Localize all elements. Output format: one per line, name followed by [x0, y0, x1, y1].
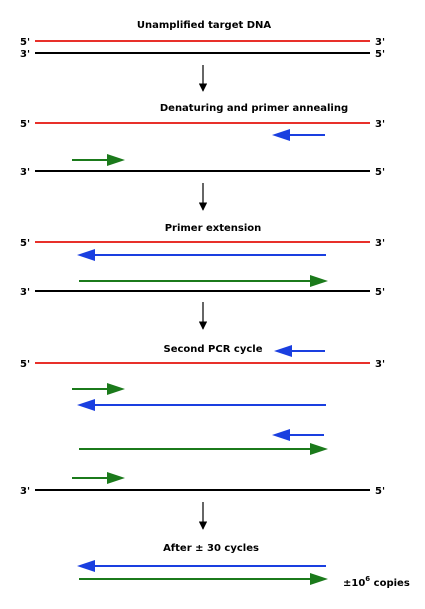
stage-second-cycle: Second PCR cycle 5' 3' 3' 5' [20, 344, 385, 497]
label-5prime: 5' [20, 359, 30, 370]
stage-title-2: Denaturing and primer annealing [160, 103, 348, 114]
forward-primer-arrowhead [107, 154, 125, 166]
stage-title-3: Primer extension [165, 223, 262, 234]
stage-after-30-cycles: After ± 30 cycles ±106 copies [77, 543, 410, 589]
label-5prime: 5' [20, 37, 30, 48]
label-3prime: 3' [20, 486, 30, 497]
label-3prime: 3' [375, 37, 385, 48]
stage-unamplified: Unamplified target DNA 5' 3' 3' 5' [20, 20, 385, 60]
extended-reverse-arrowhead [77, 249, 95, 261]
extended-forward-arrowhead [310, 443, 328, 455]
label-5prime: 5' [375, 287, 385, 298]
copies-prefix: ±10 [343, 578, 365, 589]
extended-reverse-arrowhead [77, 399, 95, 411]
label-5prime: 5' [375, 486, 385, 497]
forward-primer-arrowhead [107, 383, 125, 395]
reverse-primer-arrowhead [272, 429, 290, 441]
stage-title-1: Unamplified target DNA [137, 20, 272, 31]
label-3prime: 3' [375, 119, 385, 130]
copies-suffix: copies [370, 578, 410, 589]
label-3prime: 3' [20, 167, 30, 178]
copies-label: ±106 copies [343, 575, 410, 589]
label-3prime: 3' [20, 49, 30, 60]
extended-forward-arrowhead [310, 275, 328, 287]
label-3prime: 3' [20, 287, 30, 298]
reverse-primer-arrowhead [272, 129, 290, 141]
label-5prime: 5' [375, 167, 385, 178]
stage-denaturing: Denaturing and primer annealing 5' 3' 3'… [20, 103, 385, 178]
amplified-forward-arrowhead [310, 573, 328, 585]
label-5prime: 5' [20, 119, 30, 130]
label-5prime: 5' [20, 238, 30, 249]
label-5prime: 5' [375, 49, 385, 60]
copies-exponent: 6 [365, 575, 370, 583]
amplified-reverse-arrowhead [77, 560, 95, 572]
stage-title-4: Second PCR cycle [164, 344, 263, 355]
forward-primer-arrowhead [107, 472, 125, 484]
stage-title-5: After ± 30 cycles [163, 543, 259, 554]
reverse-primer-arrowhead [274, 345, 292, 357]
label-3prime: 3' [375, 359, 385, 370]
stage-extension: Primer extension 5' 3' 3' 5' [20, 223, 385, 298]
label-3prime: 3' [375, 238, 385, 249]
